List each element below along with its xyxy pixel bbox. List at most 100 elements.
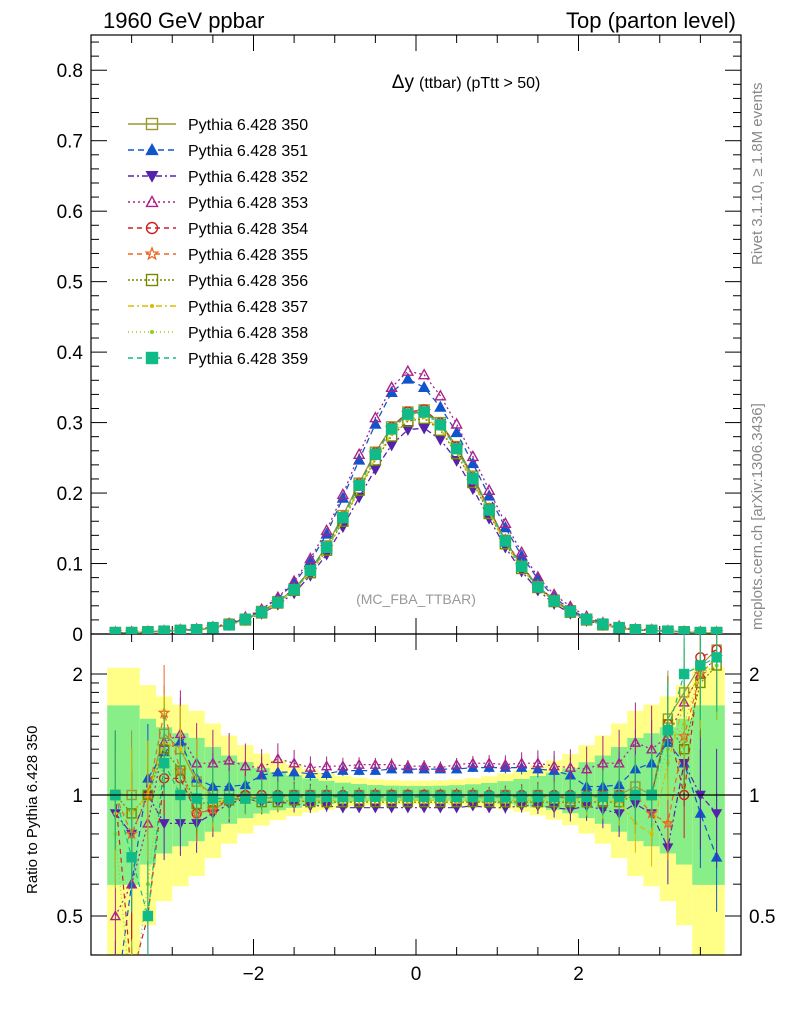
data-point (678, 626, 690, 634)
data-point (320, 523, 333, 536)
data-point (320, 760, 333, 771)
data-point (127, 974, 136, 983)
y-tick-label: 0.1 (57, 555, 83, 576)
data-point (207, 793, 219, 804)
main-series (108, 364, 724, 634)
data-point (272, 752, 284, 764)
ratio-y-tick-label: 0.5 (57, 907, 83, 928)
data-point (661, 816, 675, 829)
data-point (145, 221, 159, 235)
chart-title-main: Δy (392, 72, 415, 93)
data-point (255, 606, 268, 618)
data-point (239, 613, 252, 625)
data-point (386, 791, 397, 802)
data-point (126, 852, 137, 863)
data-point (629, 736, 642, 747)
data-point (694, 626, 707, 634)
data-point (682, 722, 687, 727)
data-point (288, 757, 300, 768)
data-point (337, 791, 349, 802)
data-point (434, 434, 447, 446)
data-point (499, 758, 512, 769)
data-point (288, 766, 300, 777)
data-point (304, 564, 317, 577)
data-point (418, 791, 430, 802)
data-point (125, 626, 138, 634)
data-point (190, 624, 203, 634)
data-point (450, 426, 463, 438)
data-point (662, 625, 674, 634)
data-point (150, 304, 154, 308)
data-point (385, 758, 398, 769)
data-point (450, 417, 463, 429)
data-point (483, 791, 495, 802)
y-tick-label: 0 (72, 625, 83, 646)
data-point (130, 1003, 134, 1007)
data-point (711, 652, 722, 663)
data-point (288, 583, 300, 596)
data-point (272, 791, 284, 802)
data-point (369, 758, 382, 769)
data-point (482, 483, 496, 495)
data-point (467, 757, 479, 768)
y-tick-label: 0.4 (57, 343, 84, 364)
data-point (467, 791, 479, 802)
data-point (402, 408, 414, 420)
data-point (337, 760, 349, 771)
data-point (336, 488, 350, 500)
data-point (385, 440, 398, 452)
analysis-watermark: (MC_FBA_TTBAR) (356, 591, 476, 607)
legend-label: Pythia 6.428 359 (188, 351, 308, 368)
data-point (466, 449, 480, 462)
data-point (145, 143, 159, 156)
y-tick-label: 0.8 (57, 61, 83, 82)
data-point (158, 625, 170, 634)
data-point (515, 560, 528, 573)
data-point (223, 619, 235, 631)
legend-label: Pythia 6.428 354 (188, 221, 308, 238)
data-point (515, 545, 528, 557)
data-point (144, 246, 160, 261)
data-point (369, 464, 382, 476)
data-point (629, 624, 642, 634)
data-point (352, 447, 366, 459)
x-tick-label: 0 (411, 964, 422, 985)
data-point (434, 761, 447, 772)
data-point (581, 791, 592, 802)
ratio-y-tick-label: 2 (72, 665, 83, 686)
data-point (145, 351, 159, 365)
data-point (548, 595, 560, 607)
data-point (239, 760, 252, 771)
data-point (305, 791, 316, 802)
data-point (565, 791, 576, 802)
data-point (174, 624, 187, 634)
data-point (304, 761, 317, 772)
data-point (649, 831, 654, 836)
data-point (402, 760, 414, 771)
data-point (580, 613, 593, 625)
data-point (516, 791, 527, 802)
header-right: Top (parton level) (566, 8, 736, 33)
data-point (418, 406, 430, 418)
data-point (710, 626, 723, 634)
data-point (320, 527, 333, 539)
data-point (711, 809, 723, 820)
data-point (158, 757, 170, 769)
data-point (417, 368, 431, 380)
data-point (597, 791, 609, 802)
data-point (158, 819, 170, 830)
data-point (401, 364, 415, 376)
header-left: 1960 GeV ppbar (103, 8, 264, 33)
data-point (483, 757, 495, 768)
data-point (515, 757, 528, 768)
data-point (256, 793, 267, 804)
data-point (272, 766, 284, 777)
data-point (402, 791, 414, 802)
data-point (564, 605, 577, 618)
data-point (223, 793, 235, 804)
data-point (417, 380, 431, 393)
legend-label: Pythia 6.428 356 (188, 273, 308, 290)
data-point (532, 757, 544, 768)
data-point (145, 195, 159, 208)
